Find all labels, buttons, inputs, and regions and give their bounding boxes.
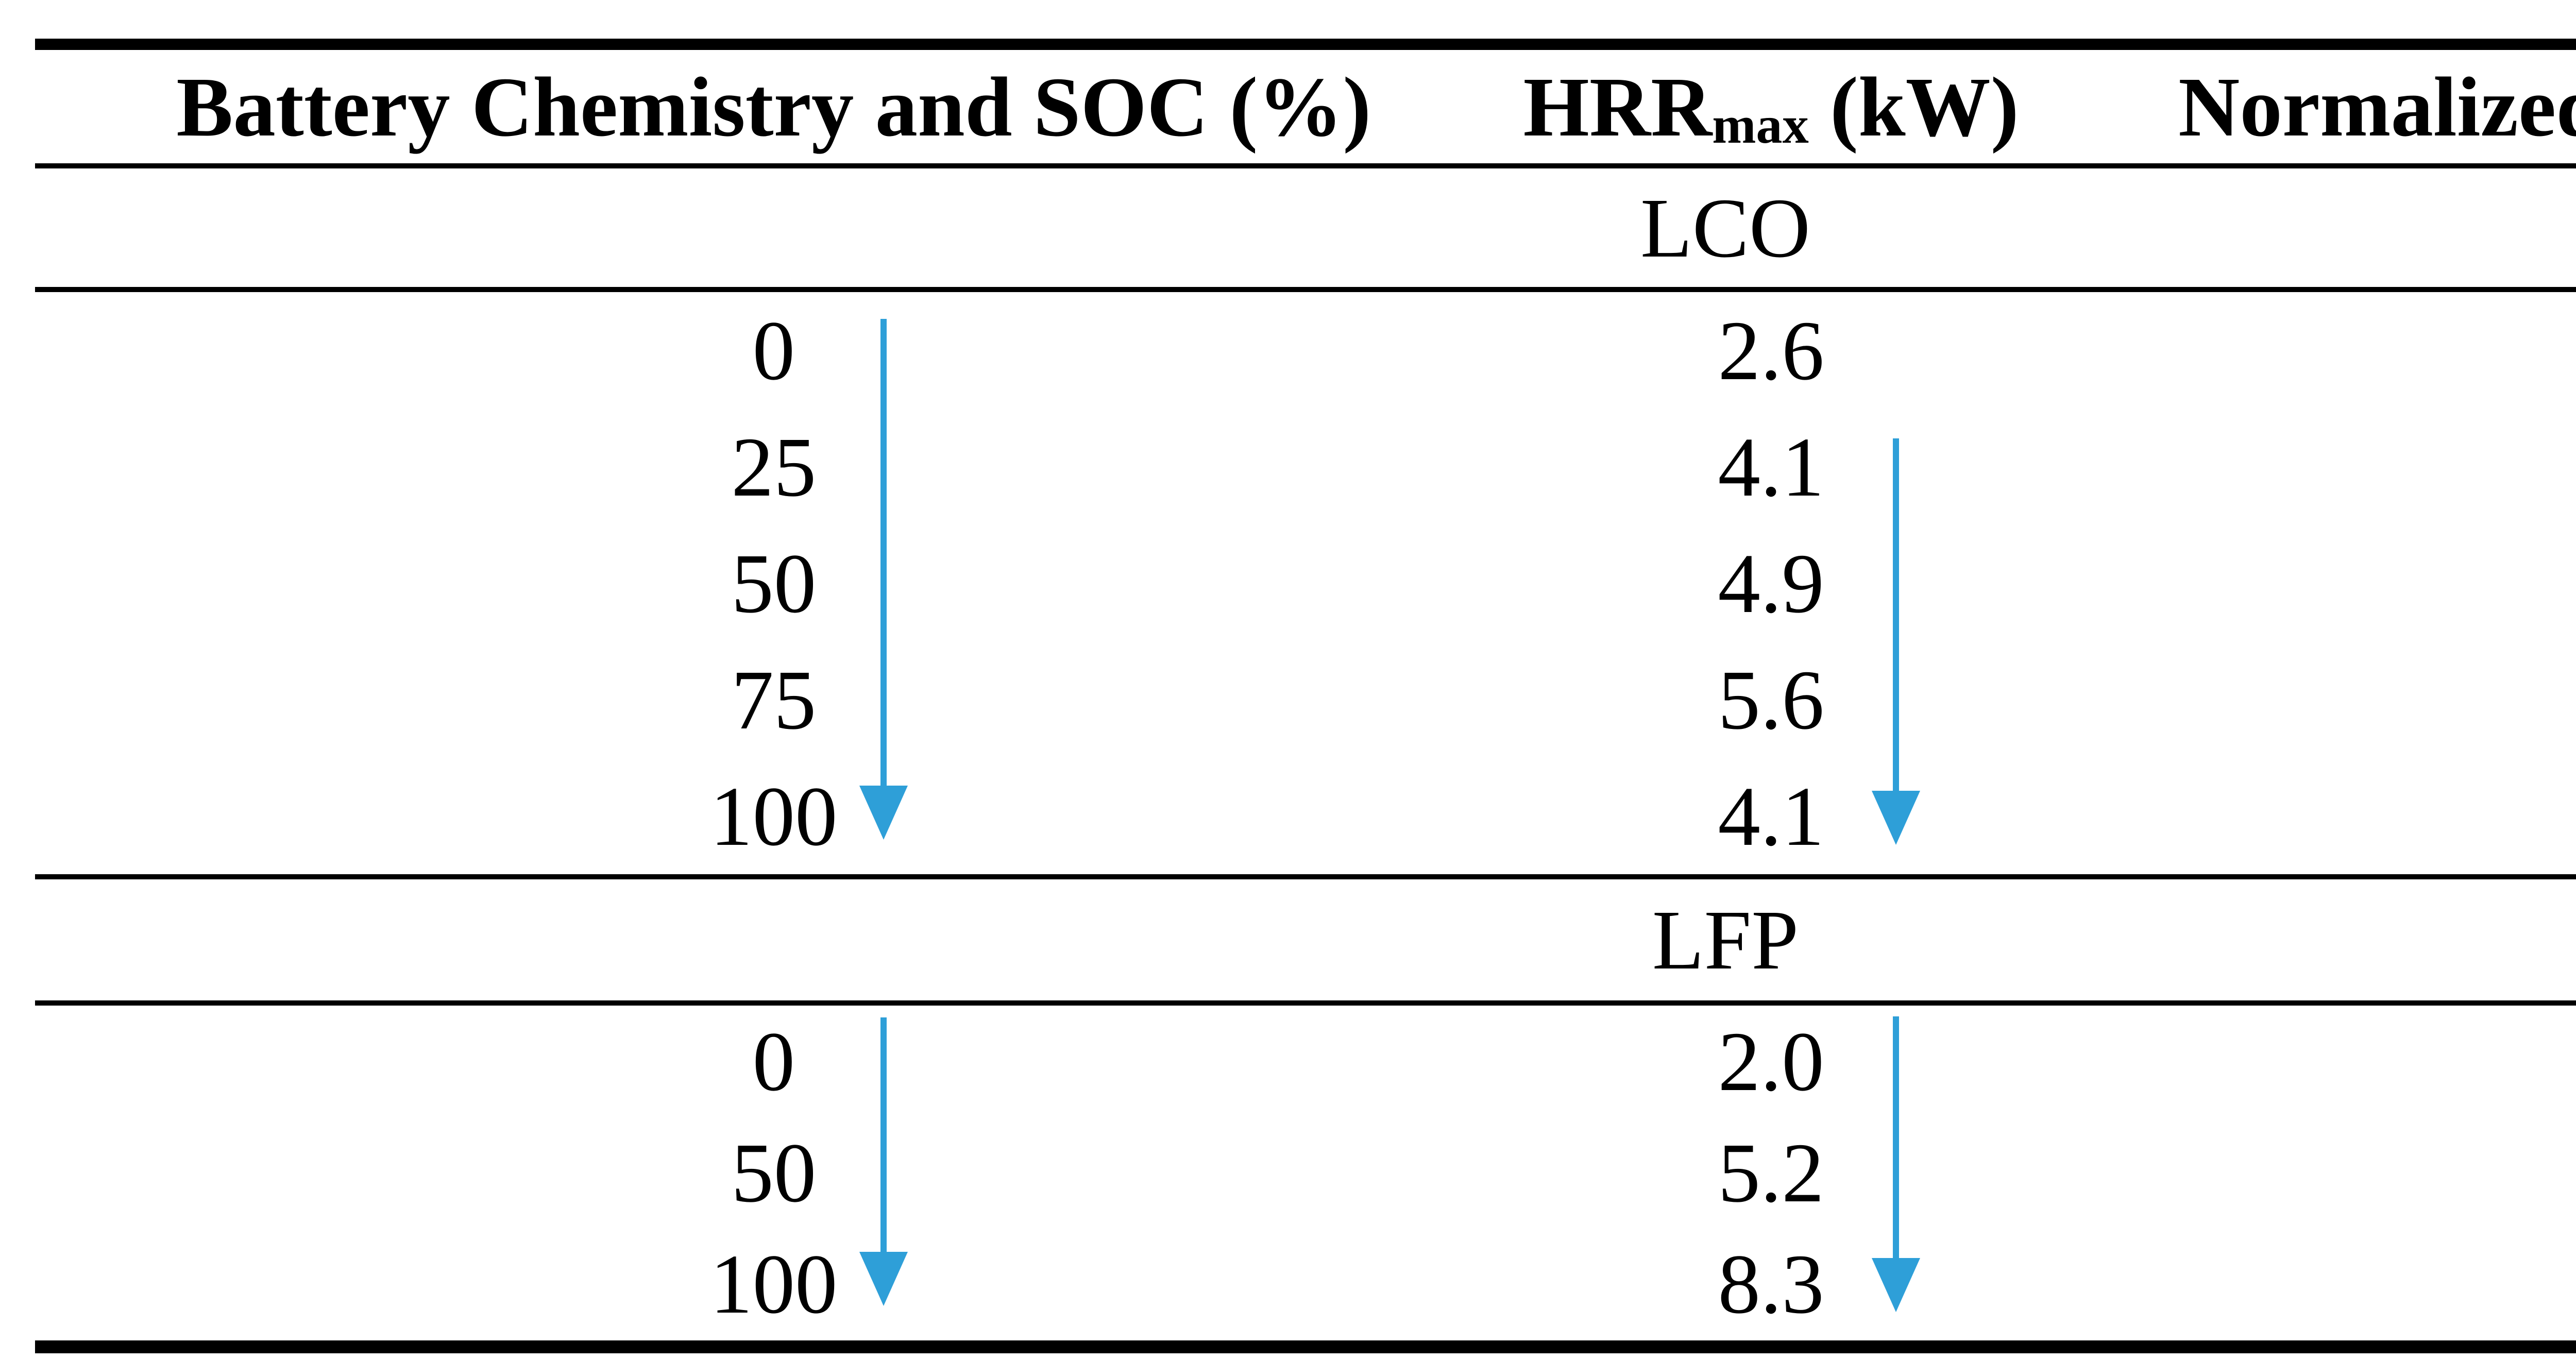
cell-normalized-hrr-max: 1983.7: [2030, 1242, 2576, 1327]
cell-normalized-hrr-max: 478.0: [2030, 1019, 2576, 1104]
cell-soc: 0: [752, 303, 795, 398]
cell-hrr-max: 4.1: [1718, 419, 1824, 514]
cell-hrr-max: 4.9: [1718, 536, 1824, 631]
rule-below-lco-data: [35, 874, 2576, 879]
table-row: 100 4.1 979.9: [35, 758, 2576, 874]
header-col2-unit: (kW): [1829, 59, 2019, 154]
table-row: 25 4.1 979.9: [35, 409, 2576, 525]
rule-below-header: [35, 163, 2576, 168]
cell-soc: 100: [710, 1236, 838, 1331]
cell-hrr-max: 2.0: [1718, 1014, 1824, 1109]
cell-normalized-hrr-max: 1242.8: [2030, 1130, 2576, 1215]
header-col2-main: HRR: [1523, 59, 1713, 154]
table-row: 100 8.3 1983.7: [35, 1228, 2576, 1339]
section-row-lco: LCO: [35, 168, 2576, 287]
cell-soc: 50: [731, 536, 817, 631]
table-row: 50 4.9 1171.1: [35, 525, 2576, 641]
rule-below-lfp-label: [35, 1000, 2576, 1006]
table-row: 75 5.6 1338.4: [35, 641, 2576, 758]
cell-soc: 25: [731, 419, 817, 514]
battery-hrr-table: Battery Chemistry and SOC (%) HRRmax (kW…: [35, 39, 2576, 1353]
cell-soc: 0: [752, 1014, 795, 1109]
cell-soc: 100: [710, 769, 838, 863]
table-header-row: Battery Chemistry and SOC (%) HRRmax (kW…: [35, 50, 2576, 163]
lfp-data-block: 0 2.0 478.0 50 5.2 1242.8 100 8.3 1983.7: [35, 1006, 2576, 1340]
cell-hrr-max: 5.6: [1718, 652, 1824, 747]
cell-normalized-hrr-max: 979.9: [2030, 774, 2576, 859]
cell-normalized-hrr-max: 979.9: [2030, 424, 2576, 509]
cell-hrr-max: 4.1: [1718, 769, 1824, 863]
section-label-lco: LCO: [1640, 180, 1810, 275]
section-label-lfp: LFP: [1652, 893, 1799, 987]
cell-hrr-max: 2.6: [1718, 303, 1824, 398]
cell-hrr-max: 5.2: [1718, 1125, 1824, 1220]
header-col2-subscript: max: [1712, 96, 1809, 155]
header-col3-main: Normalized HRR: [2178, 59, 2576, 154]
cell-normalized-hrr-max: 621.1: [2030, 308, 2576, 393]
table-row: 0 2.0 478.0: [35, 1006, 2576, 1117]
cell-soc: 50: [731, 1125, 817, 1220]
table-row: 0 2.6 621.1: [35, 292, 2576, 409]
cell-normalized-hrr-max: 1338.4: [2030, 657, 2576, 742]
lco-data-block: 0 2.6 621.1 25 4.1 979.9 50 4.9 1171.1 7…: [35, 292, 2576, 874]
cell-normalized-hrr-max: 1171.1: [2030, 541, 2576, 626]
header-hrr-max: HRRmax (kW): [1513, 64, 2030, 152]
header-normalized-hrr-max: Normalized HRRmax (kW m−2): [2030, 64, 2576, 149]
cell-soc: 75: [731, 652, 817, 747]
cell-hrr-max: 8.3: [1718, 1236, 1824, 1331]
rule-below-lco-label: [35, 287, 2576, 292]
header-col1-label: Battery Chemistry and SOC (%): [176, 59, 1371, 154]
table-row: 50 5.2 1242.8: [35, 1117, 2576, 1228]
section-row-lfp: LFP: [35, 879, 2576, 1000]
header-battery-chemistry-soc: Battery Chemistry and SOC (%): [35, 64, 1513, 149]
